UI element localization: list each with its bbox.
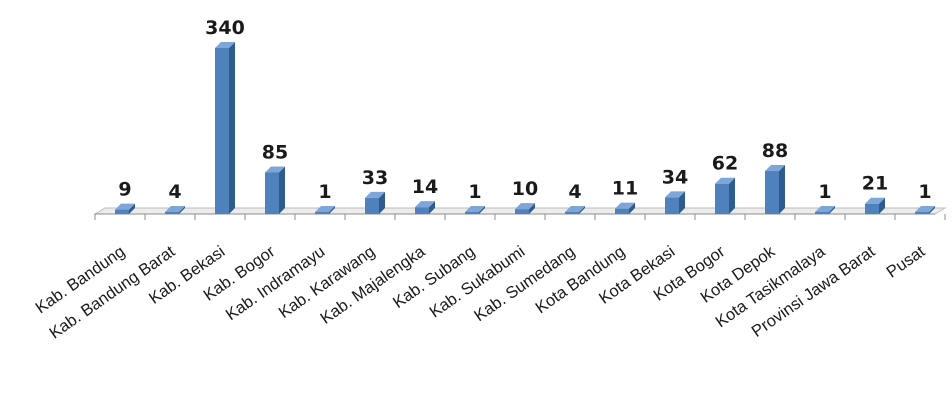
bar-top [815,206,835,212]
bar-front [815,212,829,214]
bar-value-label: 1 [468,181,481,203]
bar [615,202,635,214]
bar-side [679,191,685,214]
bar-value-label: 340 [205,17,245,39]
bar-top [865,197,885,204]
bar-top [165,206,185,212]
bar [865,197,885,214]
bar-side [379,191,385,214]
bar-top [665,191,685,198]
bar-side [729,177,735,214]
bar-top [565,206,585,212]
bar-value-label: 1 [818,181,831,203]
bar [765,165,785,214]
bar-side [879,197,885,214]
bar-front [115,209,129,214]
bar [715,177,735,214]
bar [165,206,185,214]
value-labels: 9 4 340 85 1 33 14 1 10 4 11 34 62 88 1 21 1 [118,17,931,203]
bar-side [929,206,935,214]
bar [265,166,285,214]
bar-front [315,212,329,214]
bar [665,191,685,214]
bar-front [715,183,729,214]
bar [215,42,235,214]
bar-value-label: 88 [762,140,788,162]
bar [915,206,935,214]
bar-front [615,208,629,214]
bar-top [515,203,535,210]
bar-side [329,206,335,214]
bar-front [465,212,479,214]
bar-top [415,201,435,208]
bar-value-label: 21 [862,173,888,195]
bar-top [215,42,235,48]
bar-front [215,48,229,214]
bar [365,191,385,214]
bar-side [579,206,585,214]
bar-side [779,165,785,214]
bar-top [315,206,335,212]
bar-top [915,206,935,212]
bar-side [429,201,435,214]
bar-top [765,165,785,172]
bar-front [565,212,579,214]
bar-side [829,206,835,214]
bar-side [629,202,635,214]
bar [565,206,585,214]
bar-value-label: 4 [168,181,181,203]
bar-side [179,206,185,214]
bar-value-label: 4 [568,181,581,203]
bar-value-label: 14 [412,176,438,198]
bar-value-label: 33 [362,167,388,189]
bar-front [165,212,179,214]
bar-value-label: 11 [612,178,638,200]
bars [115,42,935,214]
bar-top [615,202,635,209]
bar-value-label: 1 [918,181,931,203]
bar-top [465,206,485,212]
bar-side [479,206,485,214]
bar [115,203,135,214]
bar [815,206,835,214]
bar-top [115,203,135,210]
bar-value-label: 1 [318,181,331,203]
bar-side [279,166,285,214]
bar-side [529,203,535,214]
bar-side [229,42,235,214]
bar-side [129,203,135,214]
bar [415,201,435,214]
bar-top [365,191,385,198]
bar-front [765,171,779,214]
bar-value-label: 85 [262,142,288,164]
bar-value-label: 34 [662,166,688,188]
bar-front [915,212,929,214]
bar-front [365,197,379,214]
bar-front [665,197,679,214]
bar-front [415,207,429,214]
bar-front [265,172,279,214]
bar-top [265,166,285,173]
bar-value-label: 10 [512,178,538,200]
bar [315,206,335,214]
bar-top [715,177,735,184]
bar [465,206,485,214]
category-label: Pusat [883,242,928,281]
bar-front [865,203,879,214]
bar-value-label: 62 [712,153,738,175]
bar-value-label: 9 [118,179,131,201]
bar [515,203,535,214]
bar-front [515,209,529,214]
